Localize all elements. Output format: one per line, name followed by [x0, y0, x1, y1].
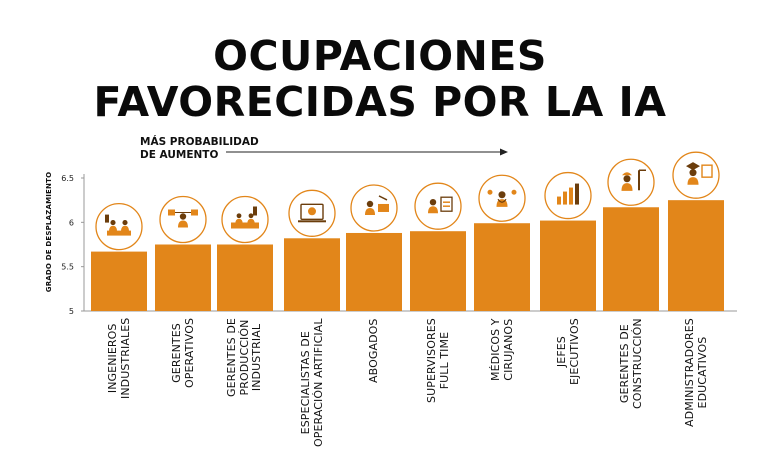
bar-6: [410, 231, 466, 311]
construction-manager-icon: [607, 158, 655, 206]
trend-annotation-line-1: MÁS PROBABILIDAD: [140, 136, 259, 148]
x-tick-label: ADMINISTRADORES EDUCATIVOS: [682, 318, 709, 427]
doctor-icon: [478, 174, 526, 222]
ai-specialist-icon: [288, 189, 336, 237]
chart-title-line-1: OCUPACIONES: [213, 32, 547, 80]
bar-10: [668, 200, 724, 311]
trend-annotation: MÁS PROBABILIDAD DE AUMENTO: [140, 136, 259, 162]
bar-9: [603, 207, 659, 311]
bar-8: [540, 220, 596, 311]
bar-1: [91, 251, 147, 311]
y-tick-label: 5.5: [61, 263, 74, 272]
lawyer-icon: [350, 184, 398, 232]
bar-4: [284, 238, 340, 311]
trend-annotation-line-2: DE AUMENTO: [140, 149, 219, 161]
x-tick-label: ESPECIALISTAS DE OPERACIÓN ARTIFICIAL: [298, 318, 325, 447]
bar-2: [155, 244, 211, 311]
bar-7: [474, 223, 530, 311]
bar-3: [217, 244, 273, 311]
x-tick-label: GERENTES OPERATIVOS: [169, 317, 196, 388]
production-line-icon: [221, 195, 269, 244]
x-tick-label: MÉDICOS Y CIRUJANOS: [488, 318, 515, 381]
x-tick-label: GERENTES DE CONSTRUCCIÓN: [617, 318, 644, 409]
y-tick-label: 6.5: [61, 174, 74, 183]
x-tick-label: SUPERVISORES FULL TIME: [424, 318, 451, 403]
chart-title-line-2: FAVORECIDAS POR LA IA: [93, 78, 667, 126]
executive-chart-icon: [544, 171, 592, 220]
y-tick-label: 6: [69, 218, 74, 227]
bar-5: [346, 232, 402, 311]
x-tick-label: GERENTES DE PRODUCCIÓN INDUSTRIAL: [225, 318, 264, 397]
education-admin-icon: [672, 151, 720, 199]
factory-workers-icon: [95, 202, 143, 251]
x-tick-label: INGENIEROS INDUSTRIALES: [105, 317, 132, 399]
supervisor-icon: [414, 182, 462, 230]
operations-manager-icon: [159, 195, 207, 244]
y-tick-label: 5: [69, 307, 74, 316]
trend-arrow-icon: [226, 148, 508, 156]
x-tick-label: JEFES EJECUTIVOS: [554, 318, 581, 385]
x-tick-label: ABOGADOS: [366, 318, 380, 384]
